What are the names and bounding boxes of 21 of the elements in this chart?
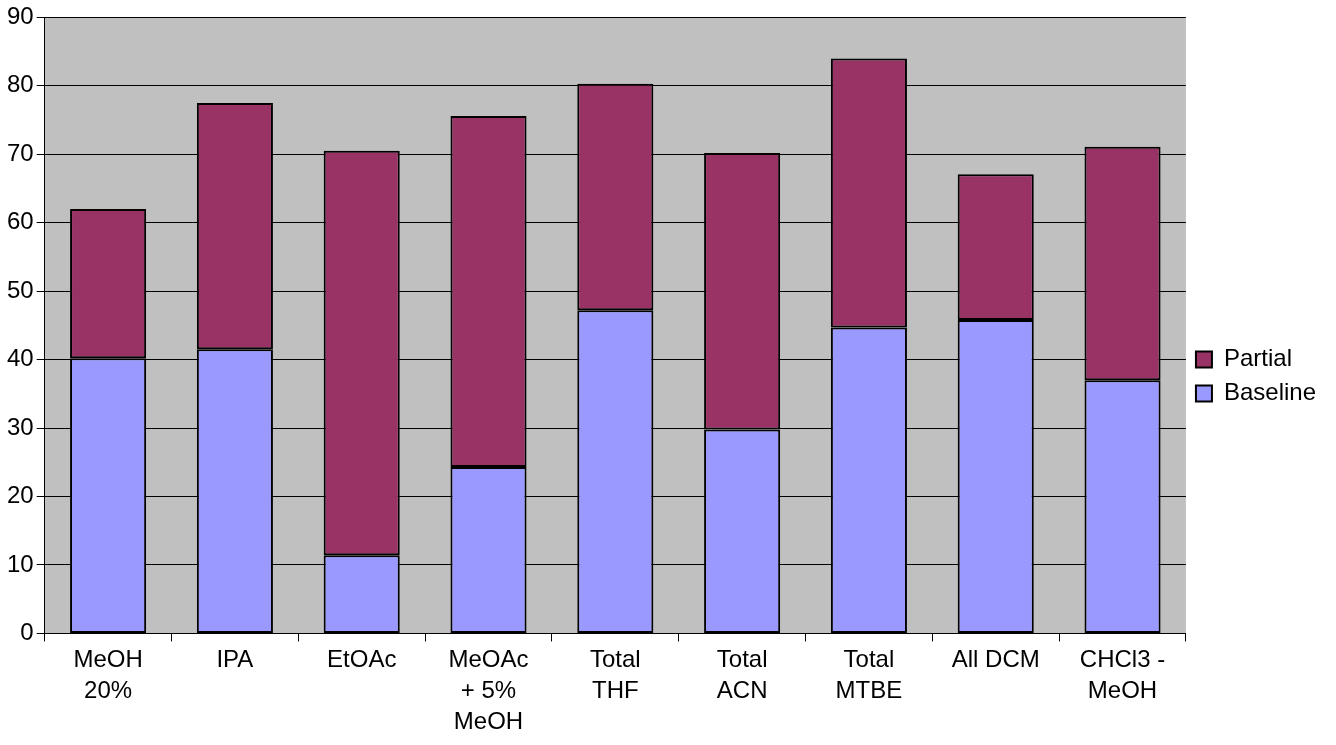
x-tick-label: MeOH 20% bbox=[73, 644, 143, 703]
legend-label: Partial bbox=[1223, 344, 1292, 372]
x-tick-label: CHCl3 - MeOH bbox=[1079, 644, 1166, 703]
y-tick-label: 0 bbox=[20, 618, 34, 646]
x-tick-label: EtOAc bbox=[327, 644, 397, 672]
y-tick-label: 50 bbox=[6, 275, 34, 303]
y-tick-label: 90 bbox=[6, 2, 34, 30]
y-tick-label: 10 bbox=[6, 549, 34, 577]
x-tick-label: All DCM bbox=[951, 644, 1040, 672]
x-tick-label: Total MTBE bbox=[835, 644, 903, 703]
x-tick-label: MeOAc + 5% MeOH bbox=[448, 644, 529, 735]
legend-label: Baseline bbox=[1223, 378, 1316, 406]
y-tick-label: 30 bbox=[6, 412, 34, 440]
y-tick-label: 80 bbox=[6, 70, 34, 98]
x-tick-label: Total ACN bbox=[716, 644, 768, 703]
x-tick-label: IPA bbox=[216, 644, 254, 672]
y-tick-label: 40 bbox=[6, 344, 34, 372]
y-tick-label: 70 bbox=[6, 138, 34, 166]
y-tick-label: 20 bbox=[6, 481, 34, 509]
y-tick-label: 60 bbox=[6, 207, 34, 235]
x-tick-label: Total THF bbox=[589, 644, 641, 703]
